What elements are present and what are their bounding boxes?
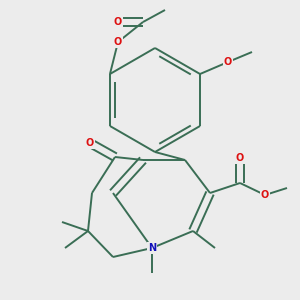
Text: O: O	[224, 57, 232, 67]
Text: O: O	[86, 138, 94, 148]
Text: O: O	[236, 153, 244, 163]
Text: N: N	[148, 243, 156, 253]
Text: O: O	[114, 17, 122, 27]
Text: O: O	[114, 37, 122, 47]
Text: O: O	[261, 190, 269, 200]
